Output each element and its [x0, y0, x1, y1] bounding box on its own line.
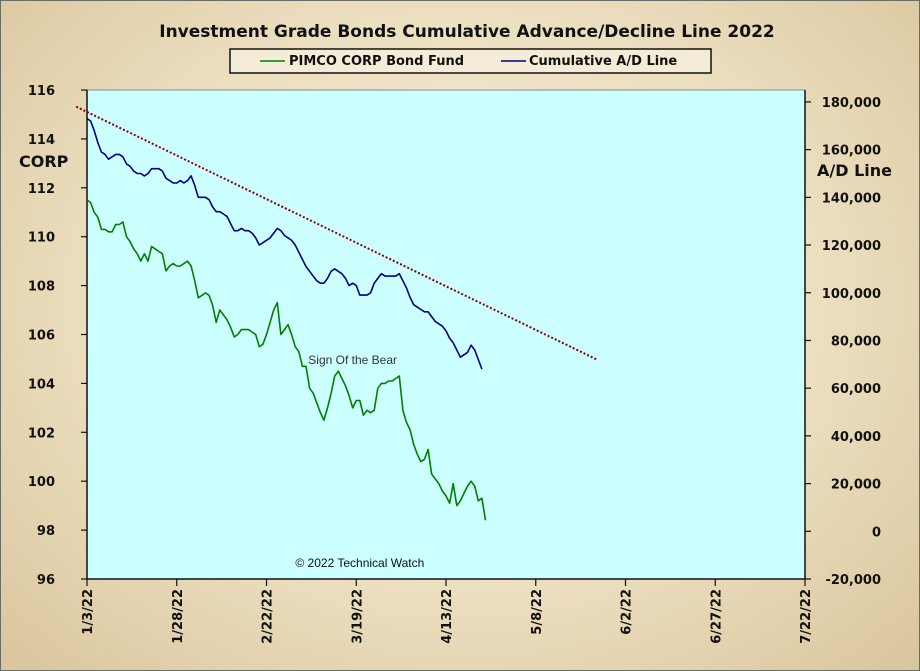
legend-label-ad-line: Cumulative A/D Line	[529, 54, 677, 69]
left-tick-label: 96	[37, 573, 55, 588]
right-tick-label: 100,000	[822, 287, 881, 302]
x-tick-label: 6/2/22	[620, 589, 635, 635]
left-tick-label: 104	[28, 377, 55, 392]
legend: PIMCO CORP Bond Fund Cumulative A/D Line	[229, 48, 712, 74]
left-axis-label: CORP	[19, 152, 69, 171]
left-axis: 116 114 112 110 108 106 104 102 100 98 96	[28, 84, 88, 588]
left-tick-label: 114	[28, 133, 55, 148]
left-tick-label: 112	[28, 182, 55, 197]
left-tick-label: 106	[28, 329, 55, 344]
copyright-text: © 2022 Technical Watch	[295, 556, 424, 570]
x-tick-label: 4/13/22	[440, 589, 455, 644]
x-tick-label: 1/28/22	[171, 589, 186, 644]
right-tick-label: 180,000	[822, 96, 881, 111]
right-tick-label: 140,000	[822, 191, 881, 206]
x-axis: 1/3/22 1/28/22 2/22/22 3/19/22 4/13/22 5/8/22…	[81, 578, 814, 644]
right-tick-label: 40,000	[831, 430, 881, 445]
right-tick-label: 160,000	[822, 144, 881, 159]
series-cumulative-a-d-line	[86, 117, 483, 370]
legend-box	[229, 48, 712, 74]
right-tick-label: 60,000	[831, 382, 881, 397]
plot-area	[86, 89, 806, 580]
left-tick-label: 98	[37, 524, 55, 539]
x-tick-label: 2/22/22	[261, 589, 276, 644]
x-tick-label: 6/27/22	[709, 589, 724, 644]
left-tick-label: 108	[28, 280, 55, 295]
right-axis: 180,000 160,000 140,000 120,000 100,000 80,00…	[804, 90, 881, 588]
right-tick-label: -20,000	[825, 573, 881, 588]
annotations: Sign Of the Bear © 2022 Technical Watch	[295, 353, 424, 570]
series-pimco-corp-bond-fund	[86, 199, 487, 521]
right-tick-label: 0	[872, 525, 881, 540]
chart-title: Investment Grade Bonds Cumulative Advanc…	[159, 22, 774, 42]
right-tick-label: 80,000	[831, 334, 881, 349]
annotation-sign-of-the-bear: Sign Of the Bear	[308, 353, 397, 367]
left-tick-label: 100	[28, 475, 55, 490]
x-tick-label: 5/8/22	[530, 589, 545, 635]
x-tick-label: 1/3/22	[81, 589, 96, 635]
x-tick-label: 3/19/22	[350, 589, 365, 644]
right-tick-label: 120,000	[822, 239, 881, 254]
legend-label-pimco: PIMCO CORP Bond Fund	[289, 54, 464, 69]
trendline	[75, 105, 598, 361]
left-tick-label: 110	[28, 231, 55, 246]
left-tick-label: 102	[28, 426, 55, 441]
series-layer	[75, 105, 598, 521]
right-axis-label: A/D Line	[817, 161, 892, 180]
right-tick-label: 20,000	[831, 478, 881, 493]
left-tick-label: 116	[28, 84, 55, 99]
x-tick-label: 7/22/22	[799, 589, 814, 644]
